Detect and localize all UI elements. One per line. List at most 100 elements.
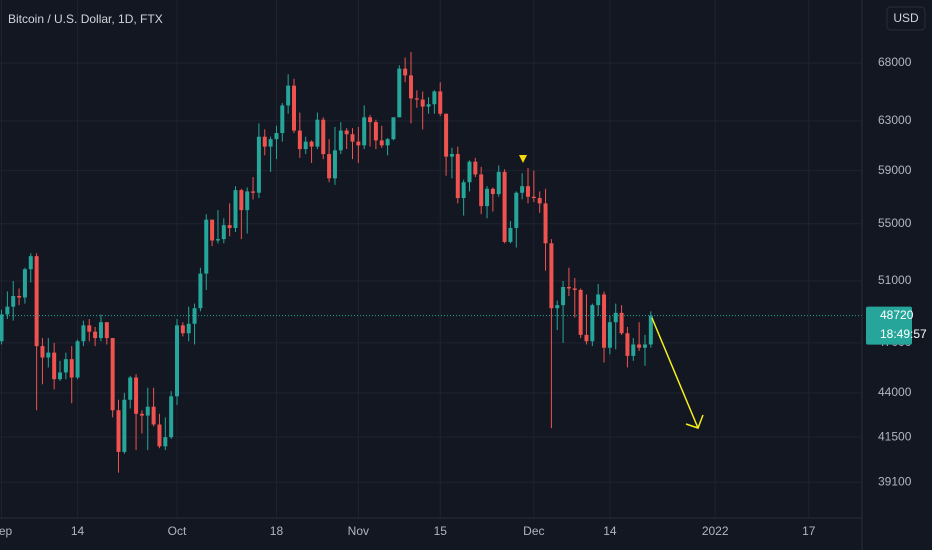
candle-body bbox=[157, 424, 162, 447]
candle-body bbox=[397, 68, 402, 118]
candle-body bbox=[303, 141, 308, 150]
candle-body bbox=[134, 377, 139, 414]
candle-body bbox=[485, 188, 490, 207]
x-tick-label: Sep bbox=[0, 524, 13, 538]
candle-body bbox=[432, 91, 437, 105]
candle-body bbox=[81, 325, 86, 342]
candle-body bbox=[315, 119, 320, 147]
candle-body bbox=[438, 91, 443, 114]
y-tick-label: 41500 bbox=[878, 429, 912, 443]
candle-body bbox=[555, 305, 560, 309]
candle-body bbox=[566, 286, 571, 289]
candle-body bbox=[262, 136, 267, 147]
candle-body bbox=[368, 117, 373, 123]
x-tick-label: 2022 bbox=[702, 524, 729, 538]
candle-body bbox=[169, 396, 174, 438]
x-tick-label: 18 bbox=[270, 524, 284, 538]
candle-body bbox=[22, 269, 27, 298]
candles bbox=[0, 51, 862, 473]
candle-body bbox=[602, 294, 607, 348]
candle-body bbox=[648, 315, 653, 345]
candle-body bbox=[175, 325, 180, 397]
candle-body bbox=[93, 331, 98, 339]
currency-label: USD bbox=[893, 11, 919, 25]
candle-body bbox=[508, 227, 513, 242]
x-tick-label: 14 bbox=[603, 524, 617, 538]
last-price-tag bbox=[866, 306, 912, 345]
y-tick-label: 63000 bbox=[878, 113, 912, 127]
candle-body bbox=[619, 312, 624, 334]
candle-body bbox=[490, 188, 495, 195]
candle-body bbox=[327, 154, 332, 179]
candle-body bbox=[286, 85, 291, 106]
candle-body bbox=[420, 99, 425, 107]
x-tick-label: 14 bbox=[71, 524, 85, 538]
candle-body bbox=[379, 140, 384, 146]
candle-body bbox=[455, 154, 460, 199]
candle-body bbox=[87, 325, 92, 332]
candle-body bbox=[613, 312, 618, 323]
candle-body bbox=[461, 182, 466, 199]
candle-body bbox=[245, 191, 250, 211]
candle-body bbox=[572, 288, 577, 290]
x-tick-label: Nov bbox=[348, 524, 369, 538]
candle-body bbox=[403, 68, 408, 76]
candle-body bbox=[449, 154, 454, 157]
candle-body bbox=[637, 344, 642, 348]
candle-body bbox=[344, 130, 349, 135]
candle-body bbox=[642, 344, 647, 348]
signal-marker bbox=[519, 155, 527, 163]
candle-body bbox=[227, 225, 232, 228]
candle-body bbox=[362, 117, 367, 146]
candle-body bbox=[514, 192, 519, 228]
candle-body bbox=[531, 196, 536, 199]
candle-body bbox=[350, 134, 355, 142]
candle-body bbox=[391, 117, 396, 140]
candle-body bbox=[543, 203, 548, 244]
candle-body bbox=[274, 133, 279, 140]
y-tick-label: 55000 bbox=[878, 216, 912, 230]
y-tick-label: 39100 bbox=[878, 474, 912, 488]
candle-body bbox=[139, 413, 144, 416]
x-tick-label: 15 bbox=[434, 524, 448, 538]
candle-body bbox=[63, 359, 68, 373]
y-tick-label: 44000 bbox=[878, 385, 912, 399]
candle-body bbox=[297, 130, 302, 150]
candle-body bbox=[549, 243, 554, 309]
x-tick-label: 17 bbox=[802, 524, 816, 538]
candle-body bbox=[186, 323, 191, 334]
candle-body bbox=[58, 372, 63, 380]
candle-body bbox=[210, 219, 215, 241]
candle-body bbox=[408, 75, 413, 99]
candle-body bbox=[52, 352, 57, 380]
axes: 3910041500440004700051000550005900063000… bbox=[0, 55, 912, 538]
candle-body bbox=[122, 399, 127, 452]
overlay bbox=[519, 155, 704, 429]
candle-body bbox=[145, 406, 150, 416]
trend-arrow bbox=[651, 317, 699, 429]
y-tick-label: 59000 bbox=[878, 163, 912, 177]
candle-body bbox=[163, 437, 168, 447]
candle-body bbox=[98, 322, 103, 339]
candle-body bbox=[561, 286, 566, 306]
candle-body bbox=[426, 104, 431, 107]
candle-body bbox=[239, 190, 244, 211]
candle-body bbox=[332, 150, 337, 179]
candle-body bbox=[607, 322, 612, 348]
candle-body bbox=[192, 308, 197, 324]
candle-body bbox=[596, 294, 601, 306]
candle-body bbox=[5, 306, 10, 315]
x-tick-label: Dec bbox=[523, 524, 544, 538]
candle-body bbox=[280, 105, 285, 134]
candle-body bbox=[151, 406, 156, 425]
candle-body bbox=[537, 198, 542, 204]
candle-body bbox=[215, 239, 220, 241]
last-price-label: 48720 bbox=[880, 308, 914, 322]
candle-body bbox=[292, 85, 297, 131]
currency-button[interactable] bbox=[886, 6, 926, 31]
candle-body bbox=[578, 289, 583, 335]
candle-body bbox=[321, 119, 326, 155]
candle-body bbox=[251, 191, 256, 193]
